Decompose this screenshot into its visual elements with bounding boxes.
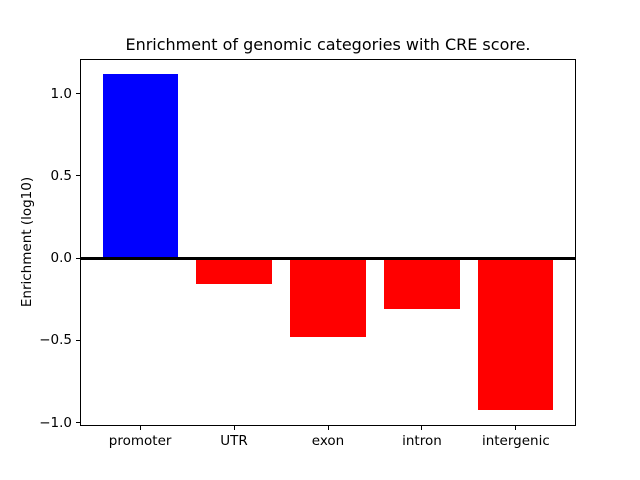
x-tick-mark bbox=[233, 426, 235, 430]
bar-intron bbox=[384, 258, 460, 310]
chart-title: Enrichment of genomic categories with CR… bbox=[125, 35, 531, 54]
zero-axhline bbox=[80, 256, 576, 260]
x-tick-mark bbox=[139, 426, 141, 430]
x-tick-label-UTR: UTR bbox=[220, 433, 248, 449]
y-axis-label: Enrichment (log10) bbox=[19, 176, 35, 308]
x-tick-label-exon: exon bbox=[311, 433, 345, 449]
y-tick-label: −0.5 bbox=[39, 332, 72, 349]
bar-promoter bbox=[102, 73, 178, 259]
y-tick-label: −1.0 bbox=[39, 414, 72, 431]
y-tick-mark bbox=[76, 422, 80, 424]
x-tick-label-promoter: promoter bbox=[108, 433, 172, 449]
x-tick-label-intergenic: intergenic bbox=[481, 433, 550, 449]
x-tick-mark bbox=[327, 426, 329, 430]
y-tick-label: 1.0 bbox=[50, 85, 72, 102]
y-tick-mark bbox=[76, 93, 80, 95]
bar-UTR bbox=[196, 258, 272, 285]
x-tick-label-intron: intron bbox=[402, 433, 442, 449]
y-tick-mark bbox=[76, 257, 80, 259]
bar-exon bbox=[290, 258, 366, 338]
y-tick-label: 0.0 bbox=[50, 250, 72, 267]
y-tick-mark bbox=[76, 175, 80, 177]
bar-intergenic bbox=[478, 258, 554, 410]
y-tick-label: 0.5 bbox=[50, 167, 72, 184]
x-tick-mark bbox=[421, 426, 423, 430]
x-tick-mark bbox=[515, 426, 517, 430]
y-tick-mark bbox=[76, 339, 80, 341]
